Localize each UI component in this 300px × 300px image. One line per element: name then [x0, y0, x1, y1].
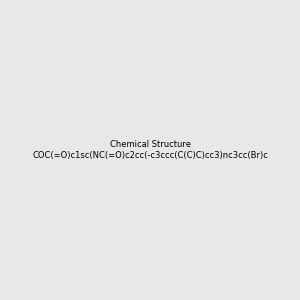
Text: Chemical Structure
COC(=O)c1sc(NC(=O)c2cc(-c3ccc(C(C)C)cc3)nc3cc(Br)c: Chemical Structure COC(=O)c1sc(NC(=O)c2c… [32, 140, 268, 160]
